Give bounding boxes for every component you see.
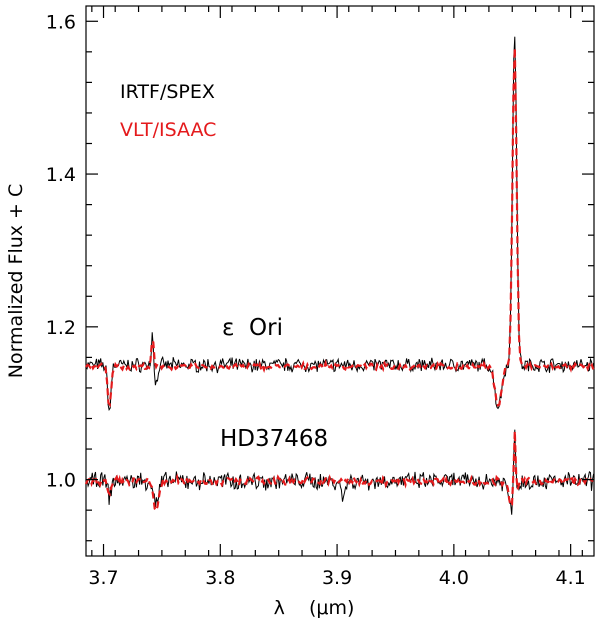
tick-layer: 3.7 3.8 3.9 4.0 4.1 1.0 1.2 1.4 1.6: [46, 6, 594, 589]
x-tick-label: 3.9: [322, 567, 352, 589]
x-tick-label: 4.0: [439, 567, 469, 589]
series-line-0: [85, 36, 595, 411]
series-line-2: [85, 429, 595, 515]
y-tick-label: 1.2: [46, 317, 76, 339]
y-tick-label: 1.6: [46, 11, 76, 33]
x-tick-label: 4.1: [556, 567, 586, 589]
x-axis-title: λ (μm): [274, 597, 355, 619]
series-layer: [84, 36, 595, 515]
annotation-eps-ori: ε Ori: [222, 315, 283, 341]
y-tick-label: 1.4: [46, 164, 76, 186]
legend-entry-irtf: IRTF/SPEX: [120, 81, 215, 103]
annotation-hd37468: HD37468: [220, 426, 328, 452]
y-tick-label: 1.0: [46, 470, 76, 492]
legend-entry-vlt: VLT/ISAAC: [120, 119, 216, 141]
plot-frame: [85, 5, 595, 557]
y-axis-title: Normalized Flux + C: [5, 184, 27, 379]
x-tick-label: 3.8: [205, 567, 235, 589]
series-line-3: [84, 431, 594, 513]
x-tick-label: 3.7: [88, 567, 118, 589]
series-line-1: [85, 47, 595, 408]
